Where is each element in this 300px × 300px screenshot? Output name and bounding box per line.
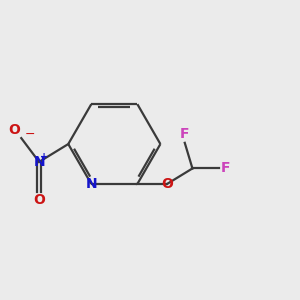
Text: O: O — [161, 177, 173, 191]
Text: +: + — [40, 152, 49, 161]
Text: N: N — [33, 155, 45, 169]
Text: F: F — [180, 127, 190, 141]
Text: O: O — [33, 193, 45, 207]
Text: −: − — [25, 128, 36, 141]
Text: O: O — [8, 123, 20, 136]
Text: F: F — [221, 161, 230, 176]
Text: N: N — [85, 177, 97, 191]
